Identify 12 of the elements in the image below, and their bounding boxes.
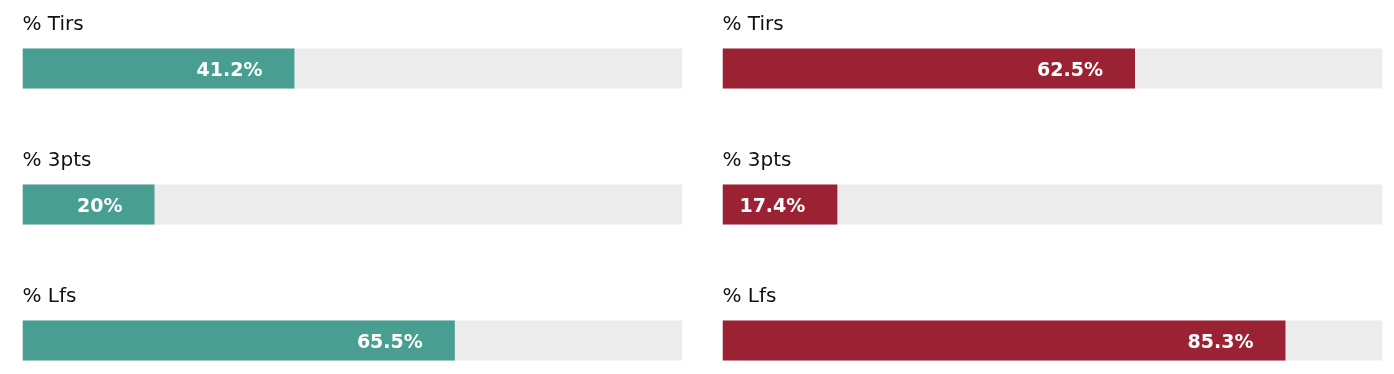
data-label: 20% <box>77 193 123 216</box>
category-label: % Lfs <box>722 282 777 307</box>
data-label: 62.5% <box>1037 57 1104 80</box>
category-label: % Tirs <box>22 10 84 35</box>
data-label: 17.4% <box>739 193 806 216</box>
category-label: % Lfs <box>22 282 77 307</box>
category-label: % 3pts <box>722 146 792 171</box>
category-label: % 3pts <box>22 146 92 171</box>
category-label: % Tirs <box>722 10 784 35</box>
data-label: 41.2% <box>196 57 263 80</box>
data-label: 85.3% <box>1187 329 1254 352</box>
data-label: 65.5% <box>356 329 423 352</box>
